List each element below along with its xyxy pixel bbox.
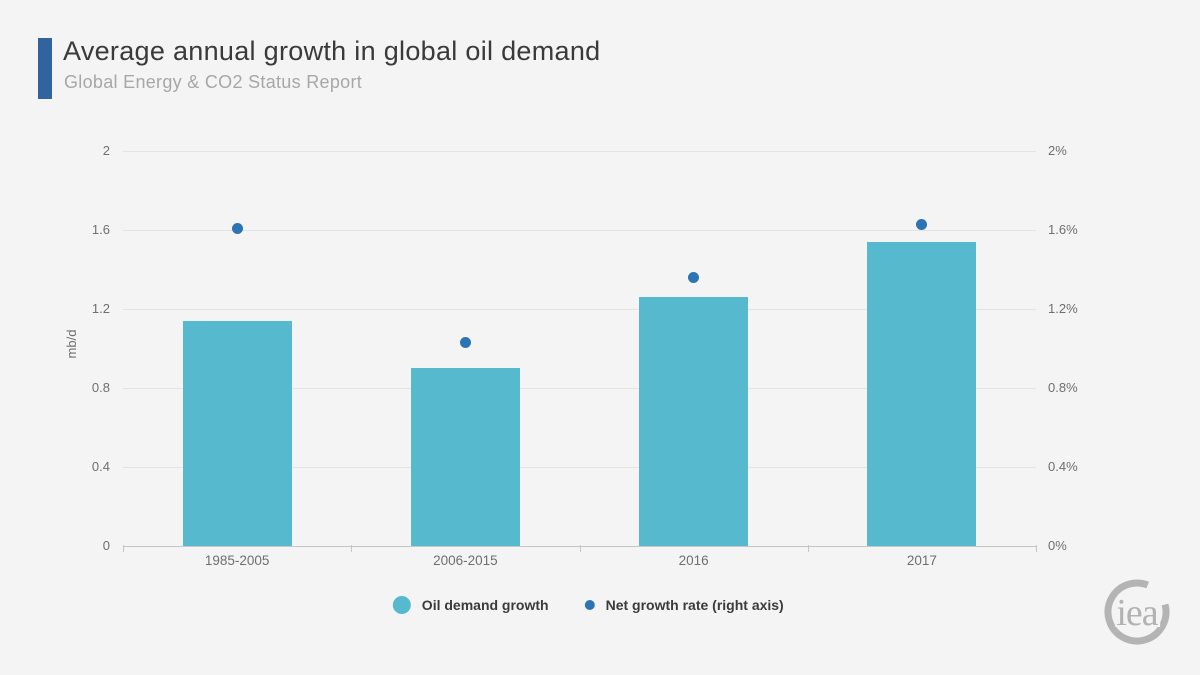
- legend-item-oil-demand-growth: Oil demand growth: [392, 596, 549, 614]
- legend-item-net-growth-rate: Net growth rate (right axis): [584, 597, 784, 613]
- right-axis-tick-label: 1.2%: [1048, 301, 1078, 316]
- legend-label: Oil demand growth: [421, 597, 549, 613]
- iea-logo-text: iea: [1116, 592, 1158, 634]
- right-axis-tick-label: 0.8%: [1048, 380, 1078, 395]
- bar-2017: [867, 241, 977, 546]
- x-axis-category-label: 1985-2005: [204, 553, 270, 568]
- bar-series-marker-icon: [392, 596, 411, 614]
- dot-2017: [916, 218, 928, 230]
- x-axis-tick: [579, 545, 581, 552]
- gridline: [123, 467, 1036, 468]
- legend: Oil demand growth Net growth rate (right…: [392, 596, 784, 614]
- right-axis-tick-label: 2%: [1048, 143, 1067, 158]
- x-axis-tick: [807, 545, 809, 552]
- dot-2006-2015: [459, 337, 471, 349]
- x-axis-category-label: 2017: [906, 553, 937, 568]
- x-axis-tick: [351, 545, 353, 552]
- x-axis-category-label: 2006-2015: [433, 553, 498, 568]
- gridline: [123, 309, 1036, 310]
- gridline: [123, 230, 1036, 231]
- chart-title: Average annual growth in global oil dema…: [63, 36, 601, 66]
- dot-2016: [688, 271, 700, 283]
- scatter-series-marker-icon: [584, 600, 595, 610]
- right-axis-tick-label: 0.4%: [1048, 459, 1078, 474]
- chart-subtitle: Global Energy & CO2 Status Report: [64, 72, 363, 92]
- bar-1985-2005: [182, 320, 292, 546]
- plot-area: [123, 151, 1037, 552]
- bar-2006-2015: [410, 368, 520, 546]
- dot-1985-2005: [231, 222, 243, 234]
- right-axis-tick-label: 1.6%: [1048, 222, 1078, 237]
- legend-label: Net growth rate (right axis): [605, 597, 784, 613]
- x-axis-tick: [123, 545, 124, 552]
- bar-2016: [639, 297, 749, 546]
- left-axis-tick-label: 0.8: [91, 380, 110, 395]
- gridline: [123, 388, 1036, 389]
- left-axis-tick-label: 0.4: [91, 459, 110, 474]
- left-axis-tick-label: 1.6: [91, 222, 110, 237]
- x-axis-category-label: 2016: [678, 553, 709, 568]
- left-axis-tick-label: 1.2: [91, 301, 110, 316]
- left-axis-tick-label: 0: [102, 538, 110, 553]
- title-accent-bar: [38, 38, 52, 99]
- iea-logo-ring: [1104, 579, 1170, 645]
- left-axis-tick-label: 2: [102, 143, 110, 158]
- gridline: [123, 151, 1036, 152]
- x-axis-tick: [1036, 545, 1037, 552]
- right-axis-tick-label: 0%: [1048, 538, 1067, 553]
- iea-logo: iea: [1104, 579, 1170, 645]
- left-axis-title: mb/d: [64, 329, 79, 359]
